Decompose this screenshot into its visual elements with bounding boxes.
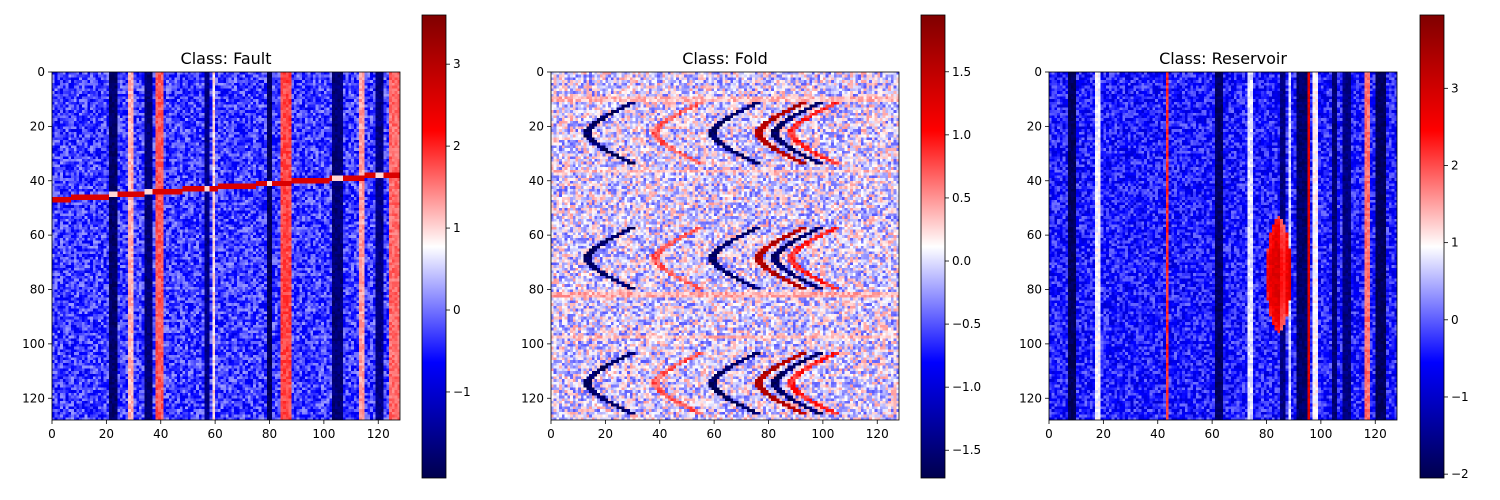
x-tick-label: 20	[598, 427, 613, 441]
colorbar	[421, 14, 447, 479]
colorbar-tick-label: 0.5	[952, 191, 971, 205]
panel-title: Class: Fault	[181, 49, 272, 68]
colorbar-tick-label: 1.0	[952, 128, 971, 142]
y-tick-label: 80	[529, 283, 544, 297]
colorbar-tick-label: 1	[453, 221, 461, 235]
colorbar-tick-label: 1.5	[952, 65, 971, 79]
y-tick-label: 0	[1034, 65, 1042, 79]
x-tick-label: 0	[48, 427, 56, 441]
y-tick-label: 60	[30, 228, 45, 242]
x-tick-label: 100	[1309, 427, 1332, 441]
y-tick-label: 80	[30, 283, 45, 297]
colorbar-tick-label: −1	[453, 385, 471, 399]
x-tick-label: 80	[1259, 427, 1274, 441]
colorbar-tick-label: −1	[1451, 390, 1469, 404]
x-tick-label: 20	[99, 427, 114, 441]
heatmap-image	[551, 72, 899, 420]
y-tick-label: 40	[529, 174, 544, 188]
panel-title: Class: Fold	[682, 49, 768, 68]
y-tick-label: 20	[1027, 119, 1042, 133]
y-tick-label: 20	[529, 119, 544, 133]
y-tick-label: 120	[521, 391, 544, 405]
y-tick-label: 0	[536, 65, 544, 79]
y-tick-label: 20	[30, 119, 45, 133]
x-tick-label: 80	[761, 427, 776, 441]
axes-frame	[51, 71, 401, 421]
colorbar-tick-label: 0.0	[952, 254, 971, 268]
colorbar-tick-label: −0.5	[952, 317, 981, 331]
colorbar-tick-label: 3	[1451, 81, 1459, 95]
y-tick-label: 100	[22, 337, 45, 351]
axes-frame	[1048, 71, 1398, 421]
y-tick-label: 0	[37, 65, 45, 79]
colorbar-tick-label: 1	[1451, 236, 1459, 250]
heatmap-image	[1049, 72, 1397, 420]
x-tick-label: 60	[1204, 427, 1219, 441]
y-tick-label: 120	[1019, 391, 1042, 405]
x-tick-label: 120	[1364, 427, 1387, 441]
colorbar-tick-label: 2	[1451, 158, 1459, 172]
heatmap-image	[52, 72, 400, 420]
x-tick-label: 20	[1096, 427, 1111, 441]
x-tick-label: 100	[312, 427, 335, 441]
y-tick-label: 120	[22, 391, 45, 405]
y-tick-label: 100	[521, 337, 544, 351]
panel-1: Class: Fold 0 20 40 60 80 100 120 0 20 40 60 80 100 12…	[521, 14, 981, 479]
x-tick-label: 120	[866, 427, 889, 441]
x-tick-label: 0	[1045, 427, 1053, 441]
x-tick-label: 40	[1150, 427, 1165, 441]
panel-title: Class: Reservoir	[1159, 49, 1287, 68]
x-tick-label: 40	[153, 427, 168, 441]
x-tick-label: 100	[811, 427, 834, 441]
colorbar-tick-label: −1.5	[952, 443, 981, 457]
x-tick-label: 60	[207, 427, 222, 441]
colorbar	[1419, 14, 1445, 479]
y-tick-label: 60	[1027, 228, 1042, 242]
colorbar-tick-label: −1.0	[952, 380, 981, 394]
axes-frame	[550, 71, 900, 421]
colorbar	[920, 14, 946, 479]
colorbar-tick-label: 0	[1451, 313, 1459, 327]
y-tick-label: 40	[30, 174, 45, 188]
x-tick-label: 60	[706, 427, 721, 441]
colorbar-tick-label: −2	[1451, 467, 1469, 481]
colorbar-tick-label: 2	[453, 139, 461, 153]
colorbar-tick-label: 3	[453, 57, 461, 71]
x-tick-label: 120	[367, 427, 390, 441]
colorbar-tick-label: 0	[453, 303, 461, 317]
y-tick-label: 60	[529, 228, 544, 242]
x-tick-label: 0	[547, 427, 555, 441]
y-tick-label: 80	[1027, 283, 1042, 297]
x-tick-label: 80	[262, 427, 277, 441]
x-tick-label: 40	[652, 427, 667, 441]
y-tick-label: 100	[1019, 337, 1042, 351]
y-tick-label: 40	[1027, 174, 1042, 188]
